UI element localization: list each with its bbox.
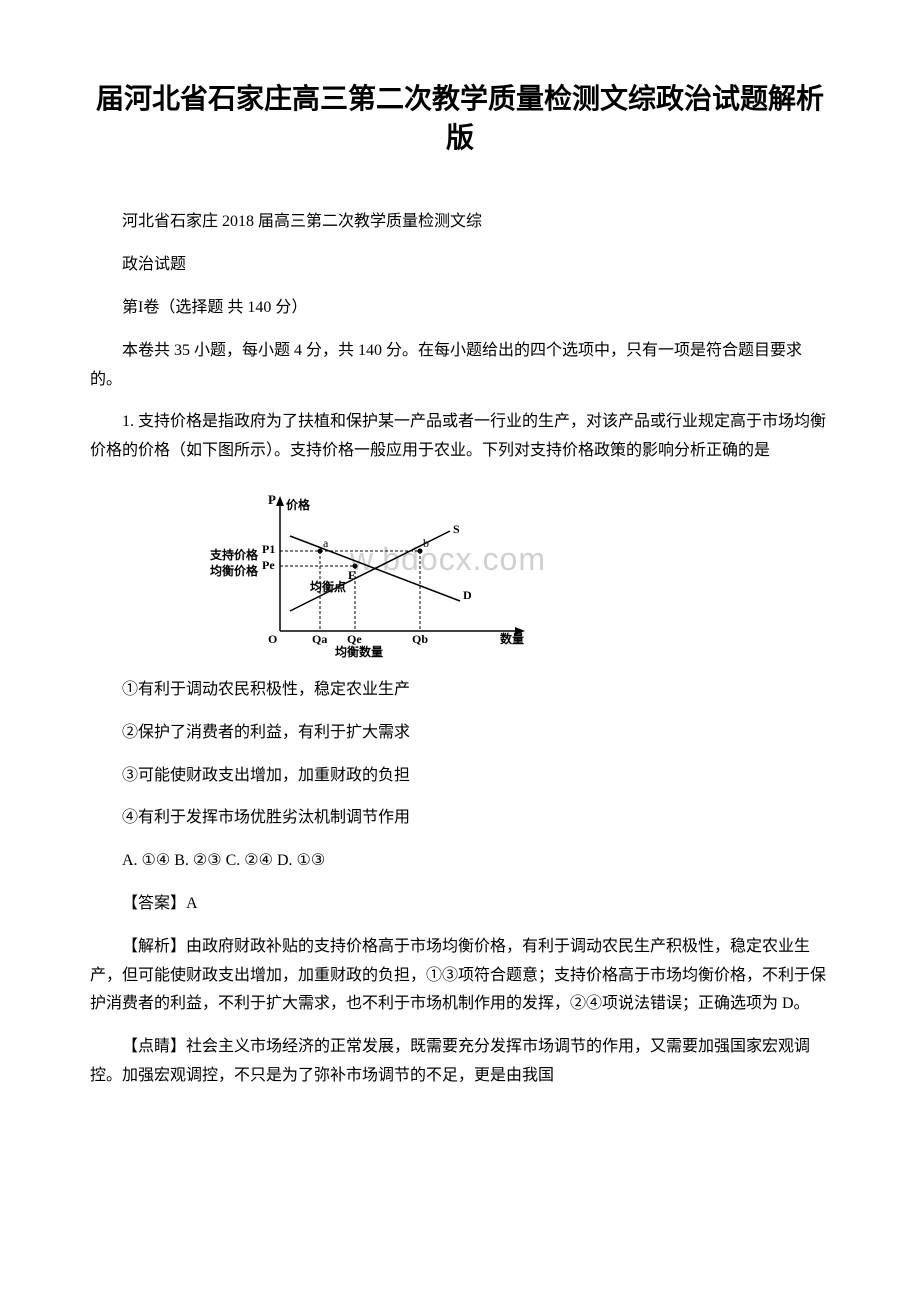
choices-line: A. ①④ B. ②③ C. ②④ D. ①③ bbox=[90, 847, 830, 876]
header-section: 第I卷（选择题 共 140 分） bbox=[90, 294, 830, 323]
question-1-stem: 1. 支持价格是指政府为了扶植和保护某一产品或者一行业的生产，对该产品或行业规定… bbox=[90, 408, 830, 466]
option-2: ②保护了消费者的利益，有利于扩大需求 bbox=[90, 719, 830, 748]
equilibrium-price-label: 均衡价格 bbox=[210, 563, 259, 578]
option-1: ①有利于调动农民积极性，稳定农业生产 bbox=[90, 676, 830, 705]
supply-label: S bbox=[453, 522, 460, 536]
hint-text: 【点睛】社会主义市场经济的正常发展，既需要充分发挥市场调节的作用，又需要加强国家… bbox=[90, 1033, 830, 1091]
point-a-label: a bbox=[323, 536, 329, 550]
support-price-label: 支持价格 bbox=[210, 547, 259, 562]
header-subject: 政治试题 bbox=[90, 251, 830, 280]
x-axis-label: 数量 bbox=[500, 631, 524, 646]
y-axis-label: 价格 bbox=[286, 497, 311, 512]
supply-demand-chart: w.bdocx.com P 价格 P1 Pe 支持价格 均衡价格 a b E bbox=[210, 481, 590, 661]
equilibrium-qty-label: 均衡数量 bbox=[335, 644, 383, 659]
demand-label: D bbox=[463, 588, 472, 602]
answer-line: 【答案】A bbox=[90, 890, 830, 919]
p-symbol: P bbox=[268, 492, 276, 507]
qa-label: Qa bbox=[312, 632, 327, 646]
explanation-text: 【解析】由政府财政补贴的支持价格高于市场均衡价格，有利于调动农民生产积极性，稳定… bbox=[90, 933, 830, 1019]
header-source: 河北省石家庄 2018 届高三第二次教学质量检测文综 bbox=[90, 208, 830, 237]
qb-label: Qb bbox=[412, 632, 428, 646]
p1-label: P1 bbox=[262, 542, 275, 556]
instructions-text: 本卷共 35 小题，每小题 4 分，共 140 分。在每小题给出的四个选项中，只… bbox=[90, 337, 830, 395]
chart-svg: P 价格 P1 Pe 支持价格 均衡价格 a b E 均衡点 S D O Qa … bbox=[210, 481, 590, 661]
option-4: ④有利于发挥市场优胜劣汰机制调节作用 bbox=[90, 804, 830, 833]
pe-label: Pe bbox=[262, 558, 275, 572]
y-axis-arrow bbox=[276, 496, 284, 506]
point-b-marker bbox=[418, 548, 423, 553]
option-3: ③可能使财政支出增加，加重财政的负担 bbox=[90, 762, 830, 791]
document-title: 届河北省石家庄高三第二次教学质量检测文综政治试题解析版 bbox=[90, 80, 830, 158]
point-e-label: E bbox=[348, 568, 356, 582]
origin-label: O bbox=[268, 632, 277, 646]
point-b-label: b bbox=[423, 536, 429, 550]
point-a-marker bbox=[318, 548, 323, 553]
equilibrium-point-label: 均衡点 bbox=[310, 579, 346, 594]
qe-label: Qe bbox=[347, 632, 362, 646]
